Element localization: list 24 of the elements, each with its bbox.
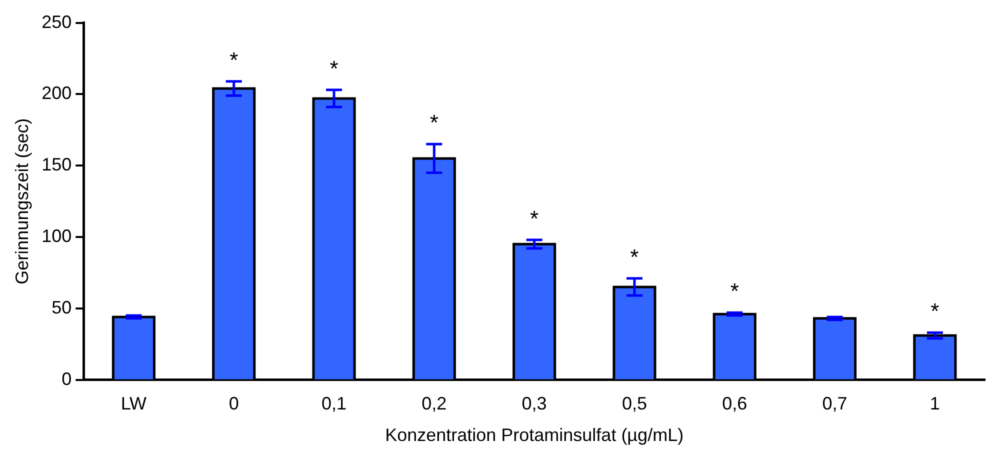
y-tick-label: 150	[42, 154, 72, 175]
x-tick-label: LW	[120, 394, 147, 414]
annotation: *	[330, 56, 339, 81]
x-tick-label: 0,2	[422, 394, 447, 414]
annotation: *	[630, 244, 640, 270]
y-tick-label: 100	[42, 226, 72, 246]
annotation: *	[530, 206, 540, 231]
y-tick-label: 200	[42, 83, 72, 104]
annotation: *	[430, 110, 439, 136]
x-tick-label: 0,6	[722, 394, 748, 414]
y-tick-label: 250	[42, 12, 72, 32]
x-tick-label: 0,1	[321, 394, 347, 414]
x-axis-title: Konzentration Protaminsulfat (µg/mL)	[385, 425, 684, 446]
x-tick-label: 0,3	[522, 394, 547, 414]
x-tick-label: 1	[930, 394, 940, 414]
y-tick-label: 0	[62, 368, 72, 389]
y-axis-title: Gerinnungszeit (sec)	[12, 118, 32, 284]
x-tick-label: 0,5	[622, 394, 647, 414]
y-tick-label: 50	[52, 297, 72, 318]
annotation: *	[930, 298, 940, 324]
annotation: *	[230, 47, 239, 72]
x-tick-label: 0	[228, 394, 239, 414]
annotation: *	[730, 278, 740, 304]
x-tick-label: 0,7	[822, 394, 848, 414]
